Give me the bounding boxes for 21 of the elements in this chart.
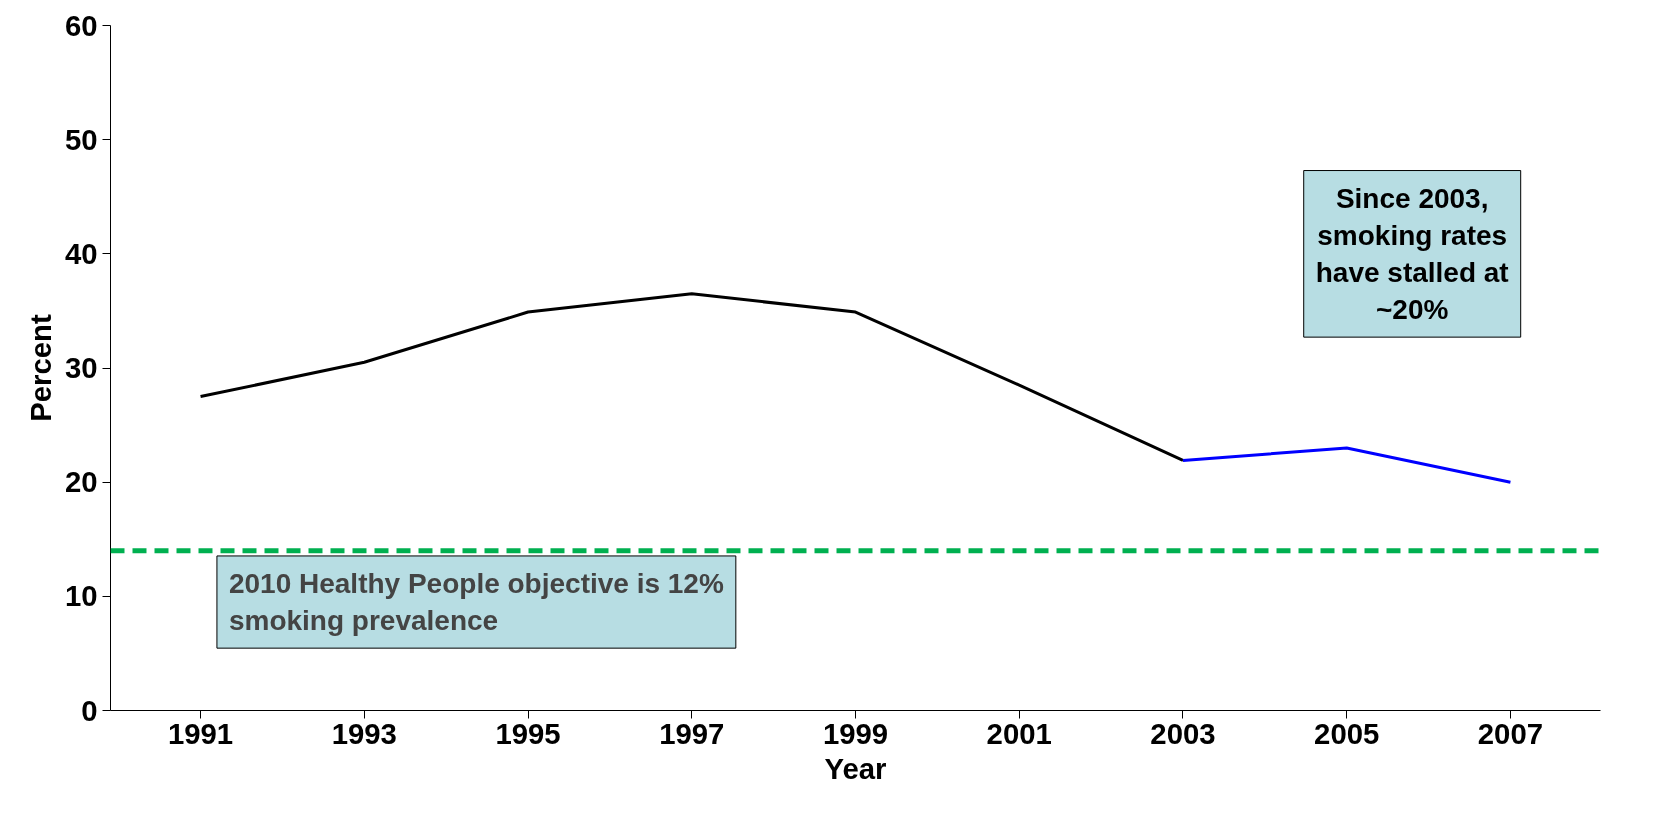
y-tick-label: 20 bbox=[64, 465, 98, 499]
line-series bbox=[199, 292, 1185, 462]
x-tick-label: 1999 bbox=[822, 716, 889, 750]
y-tick-label: 10 bbox=[64, 579, 98, 613]
y-tick-label: 60 bbox=[64, 8, 98, 42]
x-tick-label: 2007 bbox=[1477, 716, 1544, 750]
x-tick-label: 1993 bbox=[331, 716, 397, 750]
y-tick-label: 30 bbox=[64, 351, 98, 384]
y-axis-title: Percent bbox=[23, 313, 57, 422]
x-tick-label: 1995 bbox=[495, 716, 561, 750]
x-tick-label: 2001 bbox=[986, 716, 1052, 750]
y-tick-label: 0 bbox=[81, 693, 98, 727]
ref-line-label: 2010 Healthy People objective is 12% smoking prevalence bbox=[228, 567, 724, 637]
annotation: Since 2003, smoking rates have stalled at ~20% bbox=[1315, 182, 1509, 326]
y-tick-label: 50 bbox=[64, 122, 98, 156]
x-axis-title: Year bbox=[824, 751, 887, 785]
x-tick-label: 2003 bbox=[1150, 716, 1216, 750]
y-tick-label: 40 bbox=[64, 236, 98, 270]
x-tick-label: 2005 bbox=[1314, 716, 1380, 750]
x-tick-label: 1991 bbox=[167, 716, 234, 750]
x-tick-label: 1997 bbox=[659, 716, 725, 750]
